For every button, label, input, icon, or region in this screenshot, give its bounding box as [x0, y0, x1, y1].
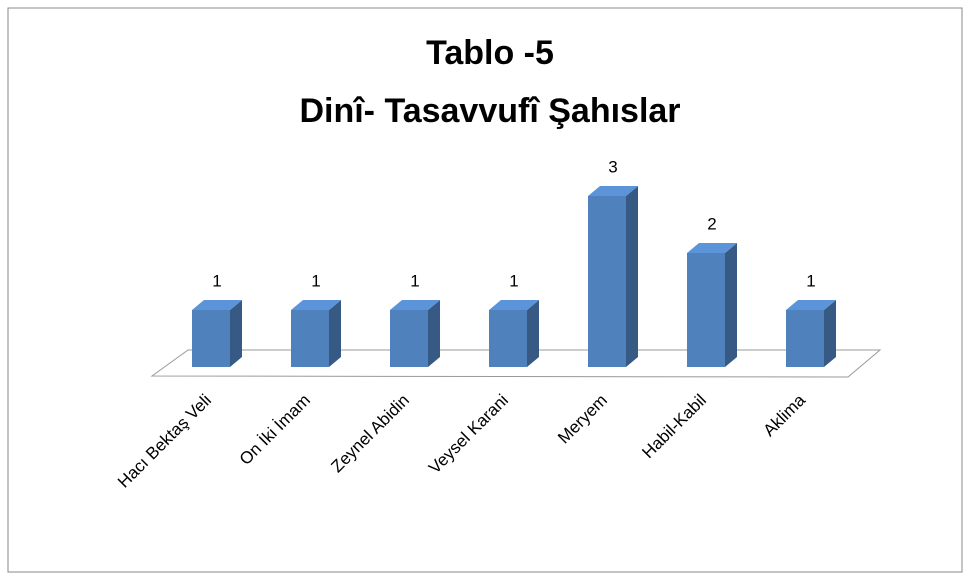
- bar-side: [527, 300, 539, 367]
- bar-front: [489, 310, 527, 367]
- bar-top: [390, 300, 440, 310]
- bar-front: [390, 310, 428, 367]
- bar: [192, 300, 242, 367]
- chart-title: Tablo -5: [426, 34, 554, 72]
- data-label: 1: [509, 271, 518, 290]
- bar-top: [687, 243, 737, 253]
- bar-front: [687, 253, 725, 367]
- bar-side: [626, 186, 638, 367]
- bar-top: [489, 300, 539, 310]
- bar-top: [192, 300, 242, 310]
- bar-top: [588, 186, 638, 196]
- bar-side: [329, 300, 341, 367]
- bar-side: [428, 300, 440, 367]
- bar: [390, 300, 440, 367]
- bar: [687, 243, 737, 367]
- bar-front: [786, 310, 824, 367]
- bar-front: [192, 310, 230, 367]
- bar-top: [291, 300, 341, 310]
- data-label: 1: [410, 271, 419, 290]
- bar: [489, 300, 539, 367]
- data-label: 2: [707, 214, 716, 233]
- bar: [588, 186, 638, 367]
- bar-top: [786, 300, 836, 310]
- bar: [291, 300, 341, 367]
- data-label: 1: [311, 271, 320, 290]
- data-label: 3: [608, 157, 617, 176]
- data-label: 1: [212, 271, 221, 290]
- bar-side: [824, 300, 836, 367]
- bar-front: [291, 310, 329, 367]
- data-label: 1: [806, 271, 815, 290]
- chart-title: Dinî- Tasavvufî Şahıslar: [299, 92, 680, 130]
- chart-border: [7, 7, 963, 573]
- bar-front: [588, 196, 626, 367]
- bar-side: [230, 300, 242, 367]
- bar: [786, 300, 836, 367]
- bar-side: [725, 243, 737, 367]
